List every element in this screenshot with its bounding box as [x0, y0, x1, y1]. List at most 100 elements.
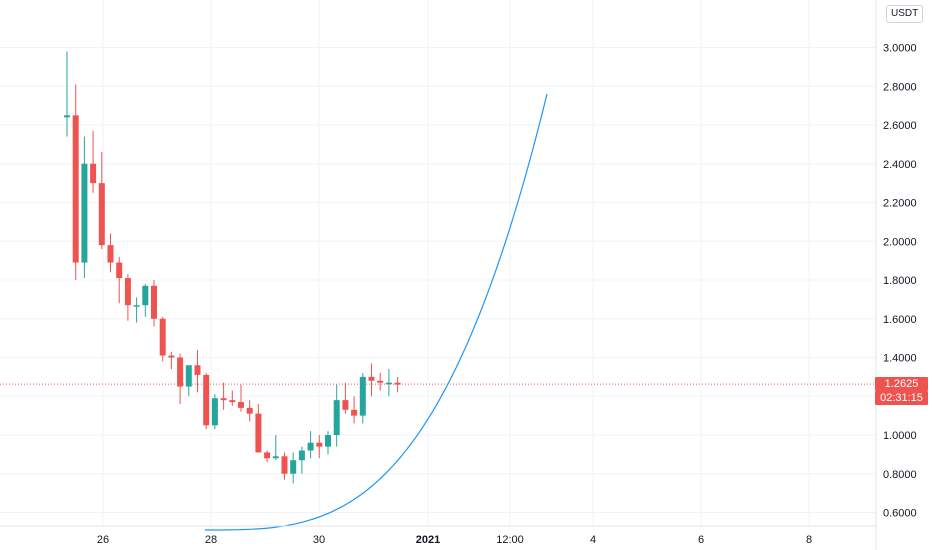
y-tick-label: 1.8000 — [883, 275, 917, 287]
trend-curve — [205, 93, 548, 531]
candle[interactable] — [377, 373, 384, 391]
y-tick-label: 0.6000 — [883, 508, 917, 520]
candle-body — [281, 456, 288, 474]
candle[interactable] — [151, 280, 157, 327]
last-price-badge: 1.2625 — [875, 377, 928, 392]
y-tick-label: 2.0000 — [883, 236, 917, 248]
candle-body — [377, 380, 384, 383]
y-tick-label: 1.6000 — [883, 314, 917, 326]
candle[interactable] — [238, 384, 244, 412]
candle-body — [368, 376, 375, 381]
countdown-badge: 02:31:15 — [875, 391, 928, 406]
x-tick-label: 28 — [205, 534, 217, 546]
y-tick-label: 0.8000 — [883, 469, 917, 481]
currency-badge[interactable]: USDT — [886, 5, 924, 23]
x-tick-label: 12:00 — [496, 534, 524, 546]
candle[interactable] — [264, 450, 271, 463]
candle[interactable] — [229, 390, 236, 406]
candle[interactable] — [385, 369, 392, 397]
candle-body — [316, 442, 323, 447]
candle[interactable] — [368, 363, 375, 397]
candle-body — [220, 398, 227, 401]
candle[interactable] — [81, 136, 88, 279]
candle[interactable] — [211, 394, 218, 430]
x-tick-label: 30 — [313, 534, 325, 546]
candle[interactable] — [333, 384, 340, 447]
candle[interactable] — [394, 376, 401, 393]
candle-body — [385, 382, 392, 385]
y-tick-label: 3.0000 — [883, 43, 917, 55]
candle-body — [185, 365, 192, 387]
candle-body — [211, 398, 218, 426]
candle-body — [246, 407, 253, 414]
candle[interactable] — [142, 283, 149, 317]
candle-body — [394, 382, 401, 385]
candle[interactable] — [359, 373, 366, 424]
x-tick-label: 8 — [806, 534, 812, 546]
candle[interactable] — [290, 452, 297, 484]
candle-body — [124, 278, 131, 306]
candle[interactable] — [90, 130, 97, 193]
candle[interactable] — [220, 382, 227, 410]
x-tick-label: 26 — [97, 534, 109, 546]
candle[interactable] — [107, 233, 114, 273]
y-tick-label: 1.0000 — [883, 430, 917, 442]
candle[interactable] — [316, 435, 323, 459]
candle-body — [272, 456, 279, 459]
candle-body — [90, 163, 97, 184]
candle-body — [298, 450, 305, 461]
candle[interactable] — [98, 152, 105, 249]
candle[interactable] — [177, 353, 184, 404]
candle[interactable] — [272, 435, 279, 461]
candle[interactable] — [307, 431, 314, 459]
candle-body — [98, 183, 105, 246]
candle-body — [203, 374, 210, 426]
candle-body — [307, 442, 314, 451]
candle[interactable] — [255, 404, 262, 453]
y-tick-label: 2.4000 — [883, 159, 917, 171]
candle[interactable] — [342, 382, 349, 414]
candle-body — [81, 163, 88, 263]
candle-body — [168, 355, 175, 358]
candle-body — [351, 409, 358, 416]
candle[interactable] — [298, 446, 305, 474]
candle[interactable] — [159, 316, 166, 362]
y-tick-label: 1.4000 — [883, 353, 917, 365]
candle[interactable] — [203, 373, 210, 430]
candle-body — [342, 400, 349, 410]
candle-body — [325, 435, 331, 447]
candles — [64, 51, 401, 484]
x-tick-label: 2021 — [416, 534, 440, 546]
candle-body — [264, 452, 271, 459]
candle[interactable] — [133, 297, 140, 323]
candle[interactable] — [194, 349, 201, 393]
candle-body — [333, 400, 340, 435]
y-tick-label: 2.8000 — [883, 81, 917, 93]
candle[interactable] — [72, 84, 79, 280]
candle-body — [255, 413, 262, 453]
candle-body — [151, 285, 157, 319]
candle-body — [194, 365, 201, 375]
candle[interactable] — [351, 396, 358, 424]
candle-body — [229, 400, 236, 403]
candle-body — [359, 376, 366, 416]
y-tick-label: 2.6000 — [883, 120, 917, 132]
candle-body — [159, 318, 166, 356]
candle[interactable] — [64, 51, 70, 137]
candle[interactable] — [116, 256, 123, 304]
candle[interactable] — [246, 400, 253, 422]
candle[interactable] — [124, 274, 131, 321]
candle-body — [64, 115, 70, 118]
curve-path[interactable] — [205, 93, 548, 531]
grid — [0, 0, 876, 526]
candle[interactable] — [185, 365, 192, 397]
candle-body — [72, 115, 79, 263]
candle-body — [238, 402, 244, 408]
candle[interactable] — [281, 452, 288, 480]
candle-body — [290, 460, 297, 474]
candle[interactable] — [325, 431, 331, 455]
candle[interactable] — [168, 351, 175, 370]
